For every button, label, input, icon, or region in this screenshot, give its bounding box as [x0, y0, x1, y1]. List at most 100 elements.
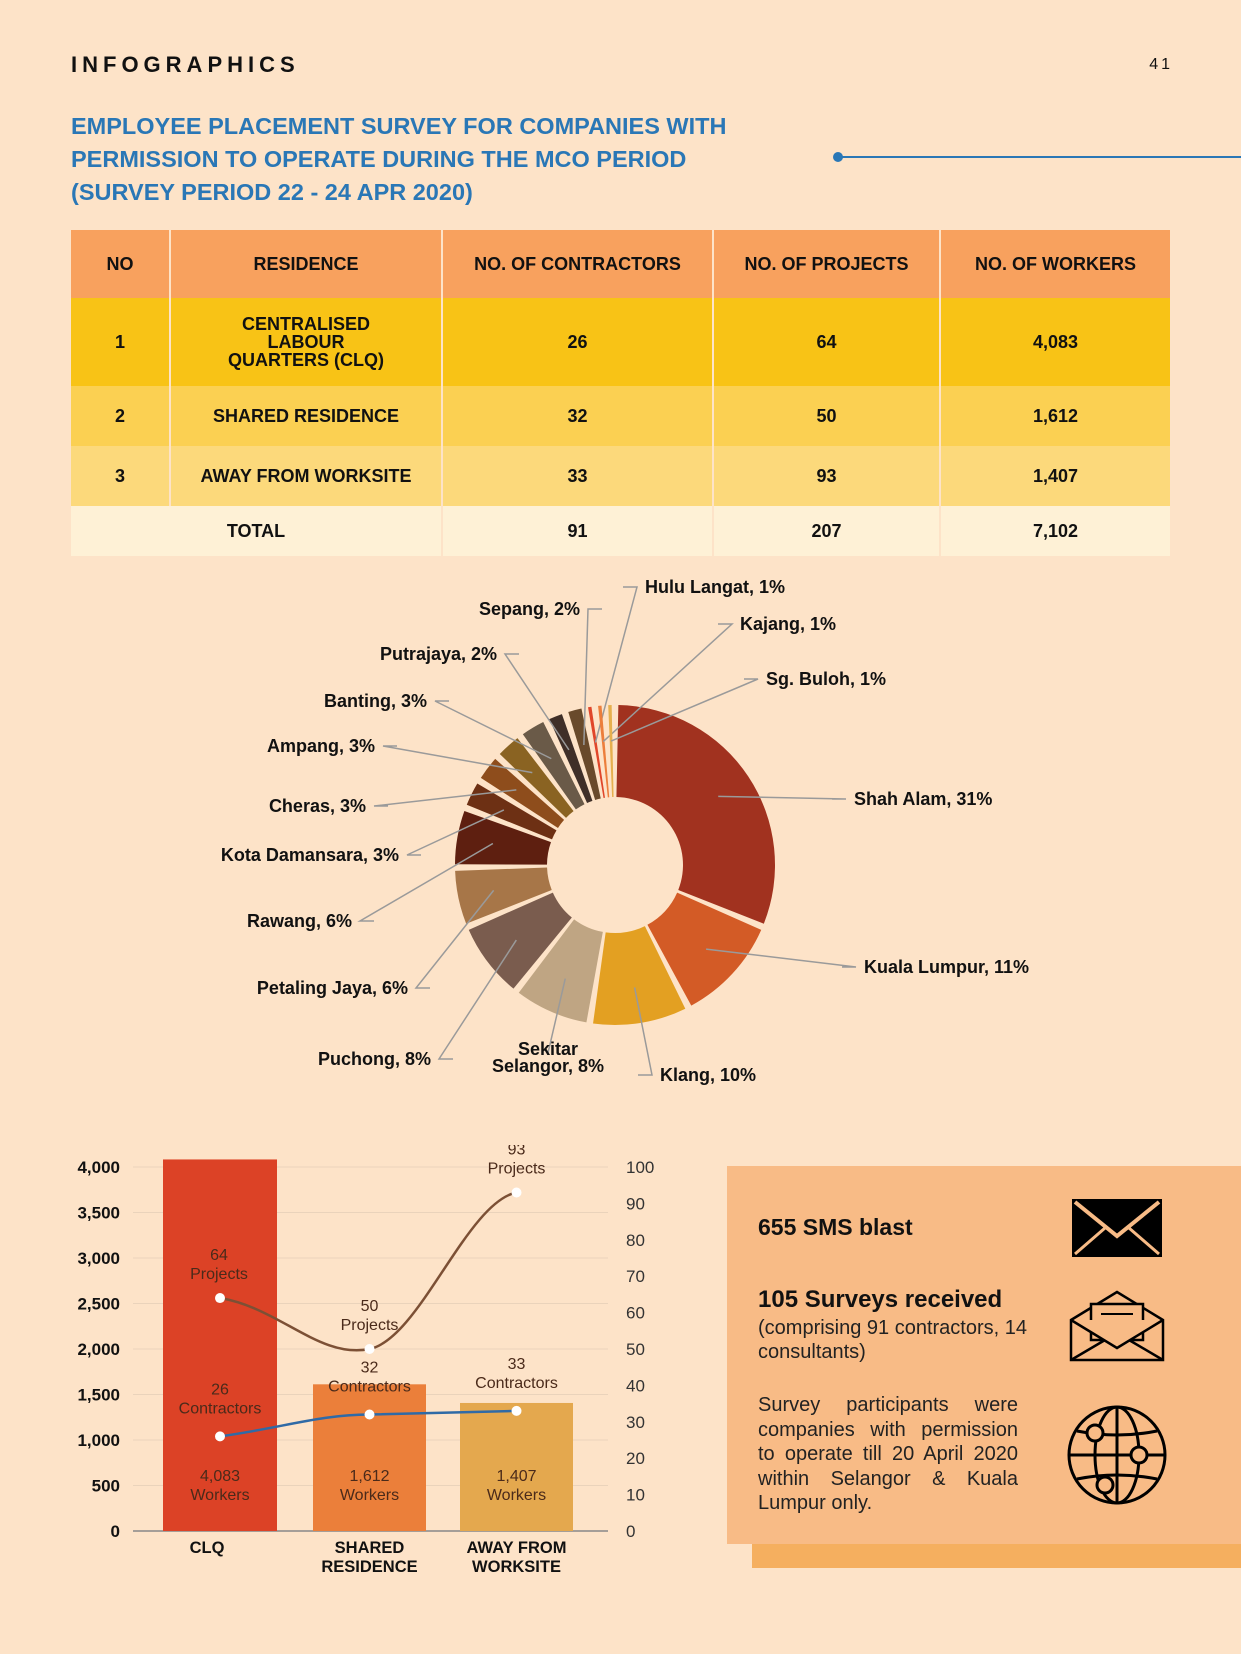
row-projects: 93 — [713, 446, 941, 506]
column-header: NO — [71, 230, 171, 298]
donut-slice — [588, 706, 605, 798]
row-contractors: 26 — [442, 298, 714, 386]
left-axis-tick: 3,000 — [77, 1249, 120, 1268]
area-donut-chart: Shah Alam, 31% Kuala Lumpur, 11% Klang, 10… — [221, 577, 1029, 1085]
donut-slice-label: Banting, 3% — [324, 691, 427, 711]
table-row: 1 CENTRALISED LABOUR QUARTERS (CLQ) 26 6… — [71, 298, 1170, 386]
table-row: 3 AWAY FROM WORKSITE 33 93 1,407 — [71, 446, 1170, 506]
contractors-point-label: 33 Contractors — [475, 1356, 558, 1392]
donut-slice — [598, 705, 610, 798]
category-label: AWAY FROM WORKSITE — [467, 1539, 567, 1576]
donut-leader-line — [414, 889, 495, 989]
right-axis-tick: 90 — [626, 1194, 645, 1213]
left-axis-tick: 2,000 — [77, 1340, 120, 1359]
donut-slice — [608, 705, 614, 798]
total-workers: 7,102 — [1032, 520, 1079, 541]
donut-slice-label: Putrajaya, 2% — [380, 644, 497, 664]
contractors-point-label: 32 Contractors — [328, 1360, 411, 1396]
sms-blast-text: 655 SMS blast — [758, 1214, 913, 1240]
right-axis-tick: 10 — [626, 1486, 645, 1505]
donut-slice — [468, 892, 572, 989]
donut-slice-label: Puchong, 8% — [318, 1049, 431, 1069]
row-contractors: 32 — [442, 386, 714, 446]
donut-slice-label: Kajang, 1% — [740, 614, 836, 634]
left-axis-tick: 3,500 — [77, 1204, 120, 1223]
column-header: NO. OF PROJECTS — [713, 230, 941, 298]
left-axis-tick: 1,500 — [77, 1386, 120, 1405]
table-header-row: NO RESIDENCE NO. OF CONTRACTORS NO. OF P… — [71, 230, 1170, 298]
workers-bar — [460, 1402, 573, 1531]
projects-point-label: 64 Projects — [190, 1247, 248, 1283]
donut-leader-line — [602, 623, 734, 743]
category-label: CLQ — [190, 1539, 225, 1557]
donut-slice — [455, 867, 552, 924]
workers-bar — [163, 1159, 277, 1531]
projects-point-label: 50 Projects — [341, 1298, 399, 1334]
projects-point — [364, 1344, 375, 1354]
donut-slice — [647, 892, 762, 1006]
left-axis-tick: 500 — [92, 1477, 120, 1496]
right-axis-tick: 0 — [626, 1522, 635, 1541]
row-residence: SHARED RESIDENCE — [170, 386, 443, 446]
residence-table: NO RESIDENCE NO. OF CONTRACTORS NO. OF P… — [71, 230, 1170, 556]
donut-leader-line — [373, 789, 517, 807]
surveys-received-text: 105 Surveys received — [758, 1286, 1003, 1313]
right-axis-tick: 20 — [626, 1449, 645, 1468]
right-axis-tick: 80 — [626, 1231, 645, 1250]
title-line: (SURVEY PERIOD 22 - 24 APR 2020) — [71, 179, 473, 205]
left-axis-tick: 4,000 — [77, 1158, 120, 1177]
donut-slice — [499, 738, 574, 818]
donut-leader-line — [718, 795, 847, 800]
total-projects: 207 — [713, 506, 941, 556]
row-number: 2 — [71, 386, 171, 446]
donut-slice-label: Sekitar Selangor, 8% — [492, 1039, 604, 1076]
donut-slice-label: Sepang, 2% — [479, 599, 580, 619]
table-row: 2 SHARED RESIDENCE 32 50 1,612 — [71, 386, 1170, 446]
participants-note: Survey participants were companies with … — [758, 1394, 1018, 1514]
donut-slice — [593, 926, 686, 1025]
workers-bar-label: 1,407 Workers — [487, 1468, 546, 1504]
donut-slice-label: Ampang, 3% — [267, 736, 375, 756]
donut-leader-line — [594, 586, 638, 743]
row-workers: 4,083 — [1032, 331, 1079, 352]
title-line: EMPLOYEE PLACEMENT SURVEY FOR COMPANIES … — [71, 113, 727, 139]
donut-slice-label: Klang, 10% — [660, 1065, 756, 1085]
left-axis-tick: 0 — [111, 1522, 120, 1541]
donut-leader-line — [382, 745, 533, 774]
row-number: 3 — [71, 446, 171, 506]
total-contractors: 91 — [442, 506, 714, 556]
workers-bar-label: 4,083 Workers — [190, 1468, 249, 1504]
page-title: EMPLOYEE PLACEMENT SURVEY FOR COMPANIES … — [71, 110, 791, 209]
donut-leader-line — [583, 608, 602, 745]
row-workers: 1,407 — [1032, 465, 1079, 486]
envelope-icon — [1072, 1199, 1162, 1257]
residence-line: QUARTERS (CLQ) — [228, 350, 384, 370]
title-divider-dot — [833, 152, 843, 162]
contractors-point — [215, 1431, 225, 1442]
donut-leader-line — [406, 809, 505, 856]
donut-slice — [522, 722, 585, 810]
right-axis-tick: 50 — [626, 1340, 645, 1359]
open-envelope-icon — [1069, 1290, 1165, 1362]
column-header: NO. OF WORKERS — [975, 253, 1136, 274]
row-workers: 1,612 — [1032, 405, 1079, 426]
donut-slice — [568, 708, 601, 800]
donut-leader-line — [547, 978, 567, 1054]
row-projects: 50 — [713, 386, 941, 446]
donut-slice-label: Hulu Langat, 1% — [645, 577, 785, 597]
category-label: SHARED RESIDENCE — [321, 1539, 417, 1576]
row-number: 1 — [71, 298, 171, 386]
surveys-note: (comprising 91 contractors, 14 consultan… — [758, 1317, 1028, 1363]
total-label: TOTAL — [71, 506, 443, 556]
contractors-point-label: 26 Contractors — [179, 1381, 262, 1417]
donut-slice-label: Petaling Jaya, 6% — [257, 978, 408, 998]
residence-combo-chart: 0 500 1,000 1,500 2,000 2,500 3,000 3,500 4,000 0… — [77, 1145, 654, 1576]
globe-network-icon — [1067, 1405, 1167, 1505]
contractors-line — [219, 1409, 517, 1438]
donut-leader-line — [633, 987, 653, 1076]
title-line: PERMISSION TO OPERATE DURING THE MCO PER… — [71, 146, 687, 172]
donut-slice — [616, 705, 775, 924]
left-axis-tick: 1,000 — [77, 1431, 120, 1450]
donut-leader-line — [434, 700, 552, 760]
right-axis-tick: 30 — [626, 1413, 645, 1432]
